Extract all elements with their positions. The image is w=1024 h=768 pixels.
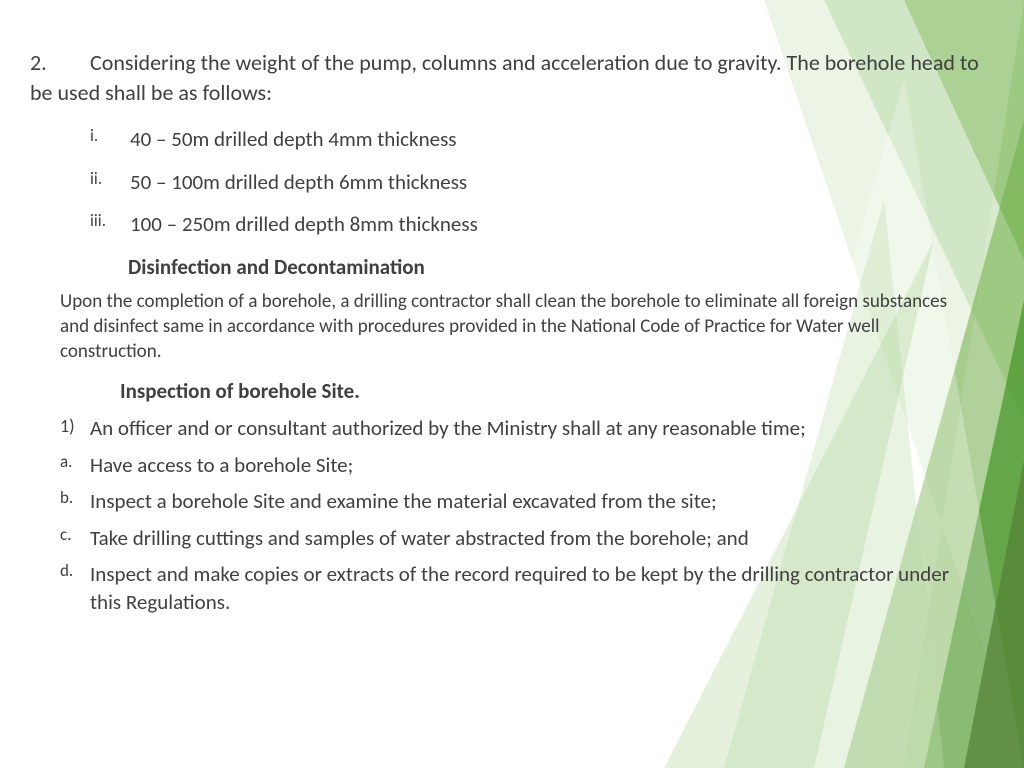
alpha-marker: b. xyxy=(60,487,90,515)
section-heading-inspection: Inspection of borehole Site. xyxy=(120,378,984,404)
alpha-item: c.Take drilling cuttings and samples of … xyxy=(60,524,984,552)
alpha-text: Take drilling cuttings and samples of wa… xyxy=(90,524,984,552)
alpha-list: a.Have access to a borehole Site; b.Insp… xyxy=(60,451,984,617)
slide-content: 2.Considering the weight of the pump, co… xyxy=(0,0,1024,655)
section-heading-disinfection: Disinfection and Decontamination xyxy=(128,254,984,280)
numbered-marker: 1) xyxy=(60,414,90,442)
alpha-marker: a. xyxy=(60,451,90,479)
roman-item: ii.50 – 100m drilled depth 6mm thickness xyxy=(90,168,984,196)
alpha-marker: c. xyxy=(60,524,90,552)
roman-text: 100 – 250m drilled depth 8mm thickness xyxy=(130,210,984,238)
roman-item: i.40 – 50m drilled depth 4mm thickness xyxy=(90,125,984,153)
roman-list: i.40 – 50m drilled depth 4mm thickness i… xyxy=(90,125,984,238)
intro-number: 2. xyxy=(30,48,90,78)
section1-body: Upon the completion of a borehole, a dri… xyxy=(60,290,964,364)
intro-text: Considering the weight of the pump, colu… xyxy=(30,49,979,106)
alpha-marker: d. xyxy=(60,560,90,617)
alpha-item: b.Inspect a borehole Site and examine th… xyxy=(60,487,984,515)
roman-item: iii.100 – 250m drilled depth 8mm thickne… xyxy=(90,210,984,238)
alpha-text: Inspect and make copies or extracts of t… xyxy=(90,560,984,617)
alpha-item: d.Inspect and make copies or extracts of… xyxy=(60,560,984,617)
alpha-text: Have access to a borehole Site; xyxy=(90,451,984,479)
roman-marker: iii. xyxy=(90,210,130,238)
intro-paragraph: 2.Considering the weight of the pump, co… xyxy=(30,48,984,107)
alpha-text: Inspect a borehole Site and examine the … xyxy=(90,487,984,515)
numbered-list: 1)An officer and or consultant authorize… xyxy=(60,414,984,442)
roman-marker: i. xyxy=(90,125,130,153)
roman-text: 50 – 100m drilled depth 6mm thickness xyxy=(130,168,984,196)
roman-text: 40 – 50m drilled depth 4mm thickness xyxy=(130,125,984,153)
alpha-item: a.Have access to a borehole Site; xyxy=(60,451,984,479)
roman-marker: ii. xyxy=(90,168,130,196)
numbered-text: An officer and or consultant authorized … xyxy=(90,414,984,442)
numbered-item: 1)An officer and or consultant authorize… xyxy=(60,414,984,442)
